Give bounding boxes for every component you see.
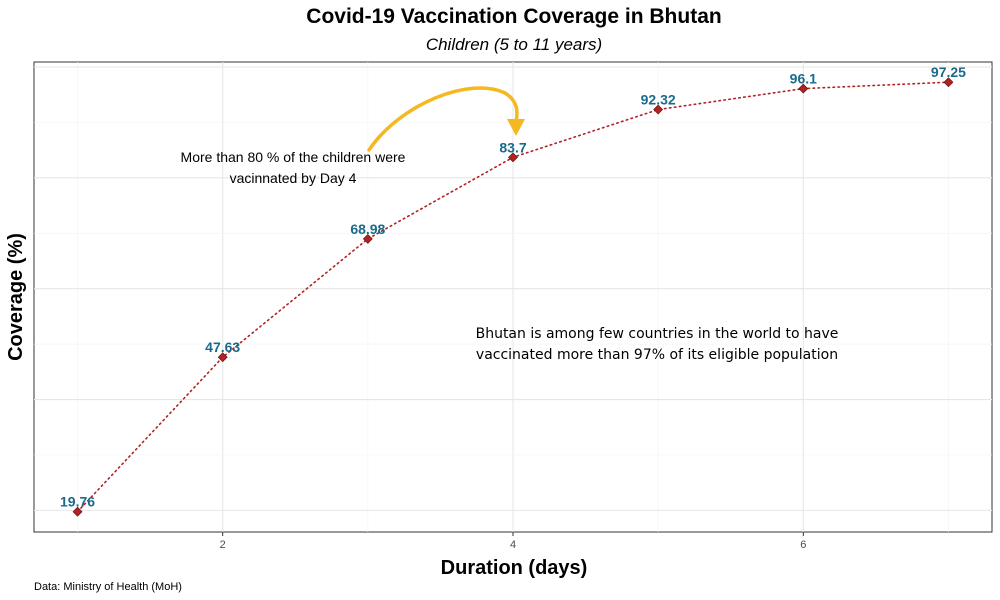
x-tick-label: 4 xyxy=(510,539,516,551)
chart-subtitle: Children (5 to 11 years) xyxy=(426,35,602,54)
data-label: 68.98 xyxy=(350,221,385,237)
x-axis-title: Duration (days) xyxy=(441,557,588,579)
data-label: 47.63 xyxy=(205,339,240,355)
data-point xyxy=(943,77,954,88)
y-axis-title: Coverage (%) xyxy=(5,233,27,361)
chart-title: Covid-19 Vaccination Coverage in Bhutan xyxy=(306,5,721,28)
series-coverage: 19.76 47.63 68.98 83.7 92.32 96.1 97.25 xyxy=(60,64,966,517)
annotation-text: Bhutan is among few countries in the wor… xyxy=(476,326,839,342)
data-label: 96.1 xyxy=(790,71,817,87)
annotations: More than 80 % of the children were vacin… xyxy=(181,86,839,363)
x-tick-label: 6 xyxy=(800,539,806,551)
data-point xyxy=(72,506,83,517)
data-point xyxy=(798,83,809,94)
x-tick-label: 2 xyxy=(220,539,226,551)
data-label: 92.32 xyxy=(641,92,676,108)
data-label: 19.76 xyxy=(60,494,95,510)
data-point xyxy=(508,152,518,163)
arrow-head xyxy=(507,119,525,136)
data-point xyxy=(217,352,228,363)
annotation-text: More than 80 % of the children were xyxy=(181,149,406,165)
caption: Data: Ministry of Health (MoH) xyxy=(34,581,182,593)
annotation-arrow xyxy=(367,86,519,152)
annotation-text: vaccinated more than 97% of its eligible… xyxy=(476,347,838,363)
x-axis-ticks: 2 4 6 xyxy=(220,532,806,551)
grid-lines xyxy=(34,62,992,532)
data-label: 83.7 xyxy=(499,139,526,155)
annotation-text: vacinnated by Day 4 xyxy=(230,170,357,186)
data-point xyxy=(362,233,373,244)
data-label: 97.25 xyxy=(931,64,966,80)
data-point xyxy=(653,104,664,115)
